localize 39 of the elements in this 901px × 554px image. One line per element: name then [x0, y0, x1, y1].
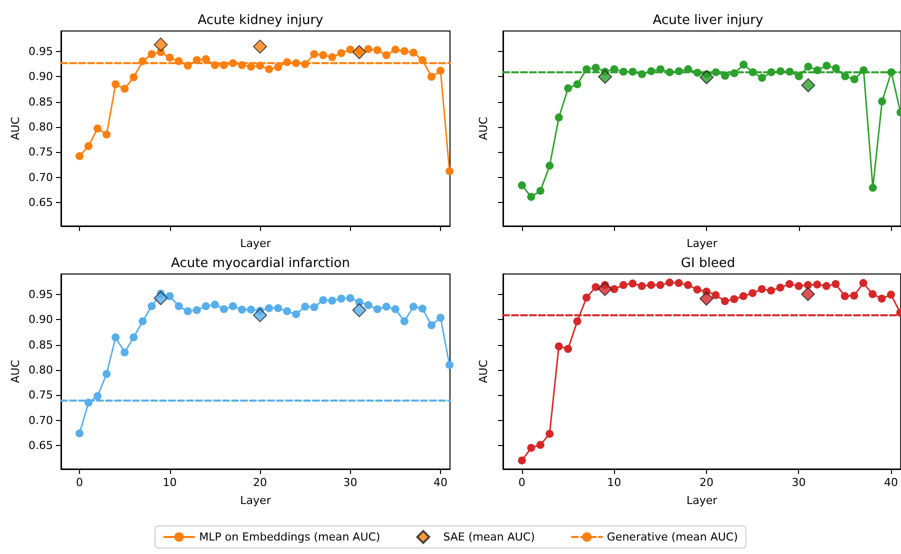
x-axis-title: Layer: [240, 494, 272, 507]
y-tick-label: 0.85: [28, 95, 53, 108]
y-tick-label: 0.75: [28, 146, 53, 159]
y-axis-title: AUC: [477, 360, 490, 384]
x-tick-label: 40: [884, 476, 898, 489]
y-tick-label: 0.65: [28, 196, 53, 209]
x-axis-title: Layer: [686, 237, 718, 250]
y-axis-title: AUC: [477, 116, 490, 140]
y-axis-title: AUC: [9, 116, 22, 140]
x-tick-label: 0: [518, 476, 526, 489]
y-tick-label: 0.95: [28, 288, 53, 302]
y-tick-label: 0.90: [28, 313, 53, 326]
x-tick-label: 10: [162, 476, 177, 489]
y-tick-label: 0.80: [28, 363, 53, 376]
y-tick-label: 0.70: [28, 414, 53, 427]
legend-label: MLP on Embeddings (mean AUC): [199, 530, 380, 544]
y-tick-label: 0.80: [28, 120, 53, 134]
y-tick-label: 0.65: [28, 438, 53, 452]
x-tick-label: 40: [434, 476, 448, 489]
x-tick-label: 0: [76, 476, 83, 489]
chart-title: Acute myocardial infarction: [171, 256, 350, 271]
chart-title: Acute liver injury: [652, 13, 764, 28]
chart-title: Acute kidney injury: [198, 13, 324, 28]
y-tick-label: 0.70: [28, 170, 53, 184]
legend-label: Generative (mean AUC): [606, 530, 738, 544]
x-tick-label: 20: [253, 476, 268, 489]
chart-title: GI bleed: [680, 256, 736, 271]
x-tick-label: 20: [699, 476, 714, 489]
y-tick-label: 0.90: [28, 70, 53, 84]
x-axis-title: Layer: [686, 494, 718, 507]
y-axis-title: AUC: [9, 360, 22, 384]
legend-label: SAE (mean AUC): [443, 530, 535, 544]
x-tick-label: 10: [607, 476, 622, 489]
y-tick-label: 0.75: [28, 388, 53, 402]
x-axis-title: Layer: [240, 237, 272, 250]
y-tick-label: 0.95: [28, 45, 53, 58]
y-tick-label: 0.85: [28, 338, 53, 352]
x-tick-label: 30: [343, 476, 358, 489]
x-tick-label: 30: [792, 476, 806, 489]
